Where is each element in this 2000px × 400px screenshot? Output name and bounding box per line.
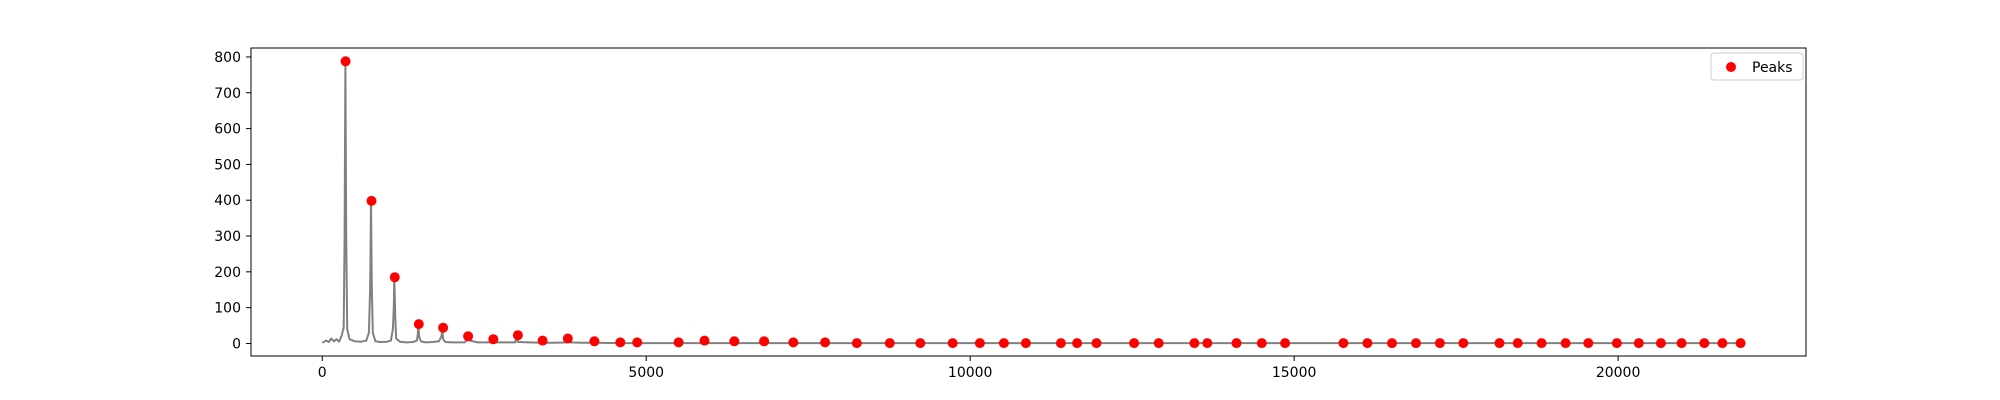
peak-point (438, 322, 449, 333)
y-tick-label: 300 (214, 229, 241, 245)
peak-point (1560, 338, 1571, 349)
peak-point (1256, 338, 1267, 349)
legend: Peaks (1710, 52, 1804, 81)
peak-point (699, 335, 710, 346)
peak-point (820, 337, 831, 348)
y-tick-label: 0 (232, 336, 241, 352)
peak-point (974, 338, 985, 349)
axes-frame (250, 47, 1807, 357)
peak-point (1055, 338, 1066, 349)
plot-area (321, 56, 1746, 349)
peak-point (488, 334, 499, 345)
x-tick-label: 10000 (948, 365, 993, 381)
peak-point (562, 333, 573, 344)
peak-point (1655, 338, 1666, 349)
peak-point (537, 335, 548, 346)
peak-point (1411, 338, 1421, 349)
peak-point (1536, 338, 1547, 349)
peak-point (1512, 338, 1523, 349)
peak-point (998, 338, 1009, 349)
peak-point (1611, 338, 1622, 349)
peak-point (729, 336, 740, 347)
y-tick-label: 800 (214, 50, 241, 66)
y-tick-label: 200 (214, 265, 241, 281)
axes: 0 5000 10000 15000 20000 0 100 200 300 400 500 600 7… (214, 47, 1807, 381)
peak-point (512, 330, 523, 341)
peak-point (1020, 338, 1031, 349)
peak-point (1129, 338, 1140, 349)
peak-point (1231, 338, 1242, 349)
legend-frame (1710, 52, 1804, 81)
x-tick-label: 5000 (628, 365, 664, 381)
legend-label-peaks: Peaks (1752, 60, 1793, 76)
peak-point (413, 319, 424, 330)
peak-point (1091, 338, 1102, 349)
peak-point (389, 272, 400, 283)
peak-point (1699, 338, 1710, 349)
y-tick-label: 700 (214, 86, 241, 102)
peak-point (366, 195, 377, 206)
peak-point (1735, 338, 1746, 349)
peak-point (1202, 338, 1213, 349)
peak-point (615, 337, 626, 348)
peak-point (1434, 338, 1445, 349)
peak-point (851, 338, 862, 349)
peak-point (1387, 338, 1397, 349)
x-tick-label: 20000 (1596, 365, 1641, 381)
peak-point (759, 336, 770, 347)
peak-point (589, 336, 600, 347)
peak-point (915, 338, 926, 349)
x-tick-label: 0 (318, 365, 327, 381)
peak-point (1153, 338, 1164, 349)
peak-point (463, 331, 474, 342)
peak-point (1280, 338, 1291, 349)
peak-point (1717, 338, 1728, 349)
y-tick-label: 100 (214, 301, 241, 317)
y-tick-label: 600 (214, 122, 241, 138)
peak-point (1189, 338, 1200, 349)
x-tick-label: 15000 (1272, 365, 1317, 381)
peak-point (1338, 338, 1349, 349)
peak-point (1583, 338, 1594, 349)
peak-point (1362, 338, 1373, 349)
peak-point (884, 338, 895, 349)
peak-point (1633, 338, 1644, 349)
y-tick-label: 400 (214, 193, 241, 209)
peak-point (1494, 338, 1505, 349)
y-tick-label: 500 (214, 157, 241, 173)
peak-point (673, 337, 684, 348)
peak-point (1458, 338, 1469, 349)
legend-marker-peaks (1726, 62, 1736, 72)
peak-point (1676, 338, 1687, 349)
peak-point (1072, 338, 1083, 349)
peak-point (947, 338, 958, 349)
peak-point (632, 337, 643, 348)
peak-point (340, 56, 351, 67)
peak-point (788, 337, 799, 348)
